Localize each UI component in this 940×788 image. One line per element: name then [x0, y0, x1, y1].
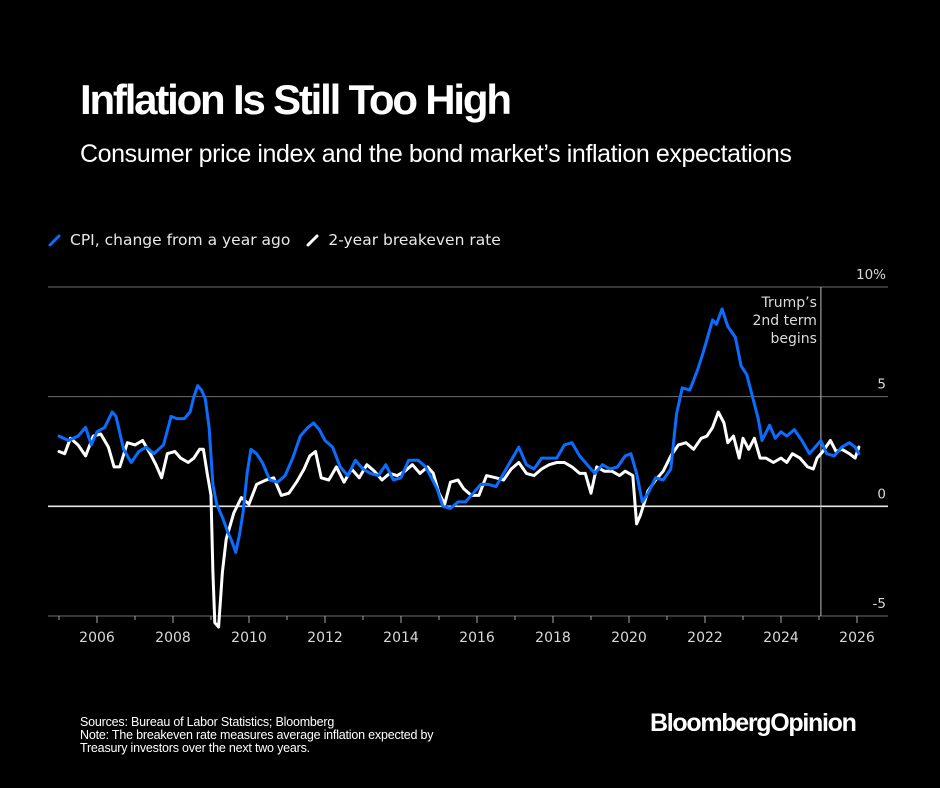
- annotation-text: begins: [770, 331, 816, 347]
- annotation-text: 2nd term: [753, 313, 817, 329]
- x-tick-label: 2008: [155, 630, 191, 646]
- series-lines: [57, 307, 861, 629]
- y-tick-label: 10%: [856, 267, 886, 283]
- x-tick-label: 2024: [763, 630, 799, 646]
- legend-label-breakeven: 2-year breakeven rate: [328, 231, 501, 249]
- gridlines: [48, 286, 888, 617]
- y-tick-label: 0: [877, 486, 886, 502]
- sources-text: Sources: Bureau of Labor Statistics; Blo…: [80, 715, 335, 729]
- x-tick-label: 2014: [383, 630, 419, 646]
- x-tick-label: 2016: [459, 630, 495, 646]
- bloomberg-opinion-logo: BloombergOpinion: [650, 709, 857, 737]
- x-tick-label: 2022: [687, 630, 723, 646]
- blue-line-swatch-icon: [48, 234, 61, 247]
- y-tick-label: -5: [873, 596, 886, 612]
- y-axis-labels: 10% 5 0 -5: [856, 267, 886, 612]
- note-text-line-2: Treasury investors over the next two yea…: [80, 741, 310, 755]
- legend: CPI, change from a year ago 2-year break…: [48, 231, 517, 249]
- x-tick-label: 2012: [307, 630, 343, 646]
- x-axis: 2006 2008 2010 2012 2014 2016 2018 2020 2022 2024…: [58, 616, 875, 646]
- x-tick-label: 2010: [231, 630, 267, 646]
- legend-item-cpi: CPI, change from a year ago: [48, 231, 290, 249]
- cpi-line: [57, 307, 861, 554]
- legend-item-breakeven: 2-year breakeven rate: [306, 231, 501, 249]
- x-tick-label: 2006: [79, 630, 115, 646]
- x-tick-label: 2018: [535, 630, 571, 646]
- note-text-line-1: Note: The breakeven rate measures averag…: [80, 728, 434, 742]
- chart-subtitle: Consumer price index and the bond market…: [80, 140, 792, 168]
- chart-title: Inflation Is Still Too High: [80, 76, 512, 123]
- legend-label-cpi: CPI, change from a year ago: [70, 231, 291, 249]
- breakeven-line: [57, 410, 861, 629]
- white-line-swatch-icon: [306, 234, 319, 247]
- x-tick-label: 2026: [839, 630, 875, 646]
- y-tick-label: 5: [877, 377, 886, 393]
- annotation-text: Trump’s: [760, 295, 816, 311]
- footer-notes: Sources: Bureau of Labor Statistics; Blo…: [80, 715, 434, 755]
- x-tick-label: 2020: [611, 630, 647, 646]
